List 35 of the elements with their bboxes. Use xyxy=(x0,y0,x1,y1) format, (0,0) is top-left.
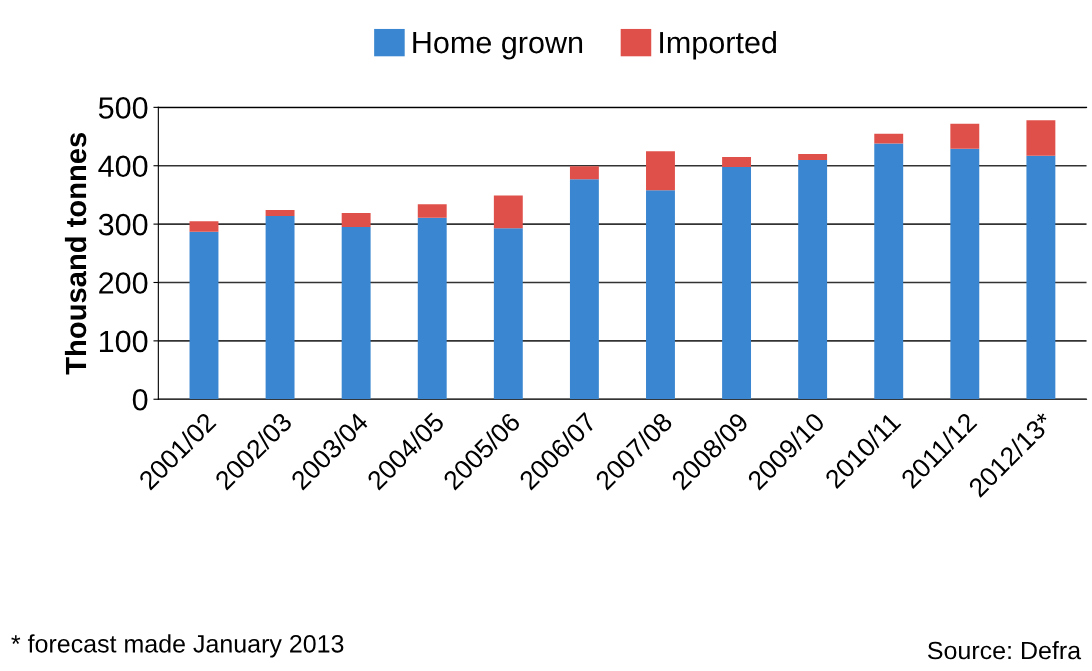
bar xyxy=(1026,155,1056,400)
y-tick-label: 400 xyxy=(98,155,148,178)
y-tick-label: 200 xyxy=(99,272,148,294)
y-tick-label: 0 xyxy=(132,388,148,411)
bar xyxy=(798,159,828,400)
bar xyxy=(722,166,752,400)
bar xyxy=(950,148,980,400)
bar xyxy=(950,123,980,149)
bar xyxy=(341,213,371,228)
source-note: Source: Defra xyxy=(927,641,1082,660)
y-tick-label: 300 xyxy=(98,213,148,236)
y-axis-title: Thousand tonnes xyxy=(64,132,87,375)
bar xyxy=(569,166,599,180)
bar xyxy=(1026,120,1056,156)
bar xyxy=(646,151,675,191)
bar xyxy=(189,221,219,232)
bar xyxy=(265,215,295,400)
bar xyxy=(265,210,295,216)
bar xyxy=(874,133,904,144)
bar xyxy=(493,228,523,400)
text: * forecast made January 2013 xyxy=(11,634,344,658)
legend-label: Home grown xyxy=(413,32,583,60)
bar xyxy=(569,179,599,400)
bar xyxy=(874,143,904,400)
bar xyxy=(722,156,752,167)
bar xyxy=(493,195,523,229)
bar xyxy=(417,204,447,218)
y-tick-label: 100 xyxy=(99,330,148,353)
bar xyxy=(341,227,371,400)
bar xyxy=(646,190,675,400)
y-tick-label: 500 xyxy=(98,97,148,119)
bar xyxy=(798,154,828,160)
legend-label: Imported xyxy=(660,30,776,60)
bar xyxy=(417,217,447,400)
bar xyxy=(189,231,219,400)
